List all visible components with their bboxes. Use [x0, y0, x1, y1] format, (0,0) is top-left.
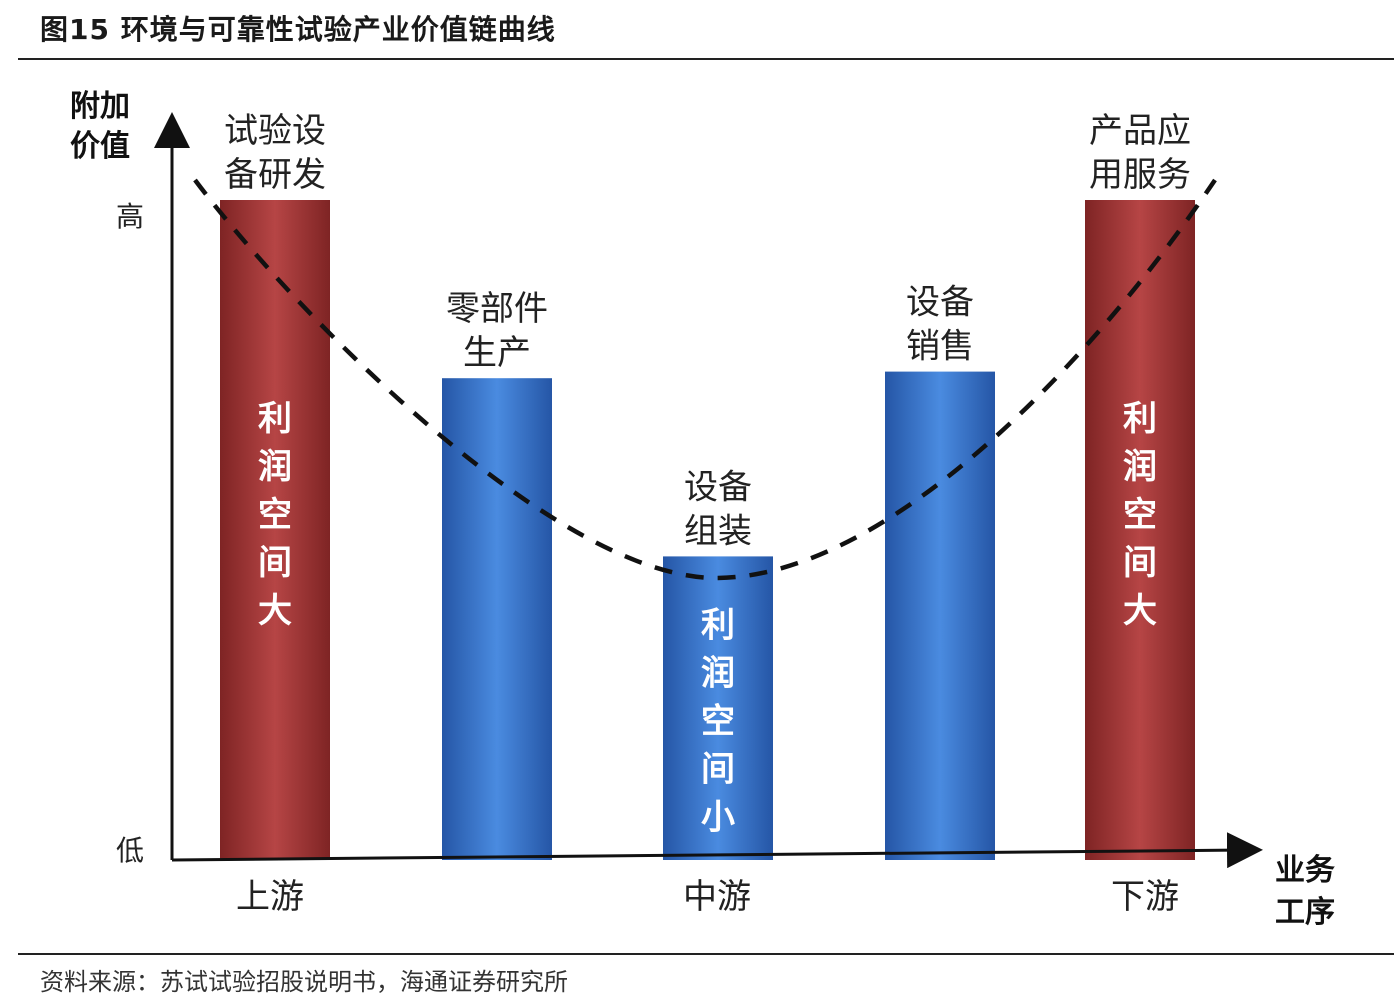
bar-4 [885, 371, 995, 860]
value-chain-curve [193, 178, 1217, 581]
category-label-3: 设备组装 [684, 467, 752, 551]
bar-1 [220, 200, 330, 860]
figure-title: 图15 环境与可靠性试验产业价值链曲线 [40, 13, 556, 46]
category-label-4: 设备销售 [906, 283, 974, 367]
category-label-2: 零部件生产 [446, 289, 548, 373]
bar-annotation-3: 利润空间小 [701, 605, 735, 837]
bar-3 [663, 556, 773, 860]
bar-2 [442, 378, 552, 860]
y-tick-low: 低 [116, 834, 144, 867]
stage-label-2: 中游 [683, 877, 751, 917]
bar-annotation-5: 利润空间大 [1123, 399, 1157, 631]
y-axis-label: 附加价值 [70, 89, 130, 164]
bottom-divider [18, 953, 1394, 955]
stage-label-1: 上游 [236, 877, 304, 917]
y-tick-high: 高 [116, 200, 144, 233]
x-axis [171, 832, 1263, 869]
category-label-5: 产品应用服务 [1089, 111, 1191, 195]
category-label-1: 试验设备研发 [224, 111, 326, 195]
top-divider [18, 58, 1394, 60]
source-note: 资料来源：苏试试验招股说明书，海通证券研究所 [40, 968, 568, 996]
stage-label-3: 下游 [1111, 877, 1179, 917]
bar-annotation-1: 利润空间大 [258, 399, 292, 631]
x-axis-label: 业务工序 [1275, 853, 1335, 930]
bar-5 [1085, 200, 1195, 860]
